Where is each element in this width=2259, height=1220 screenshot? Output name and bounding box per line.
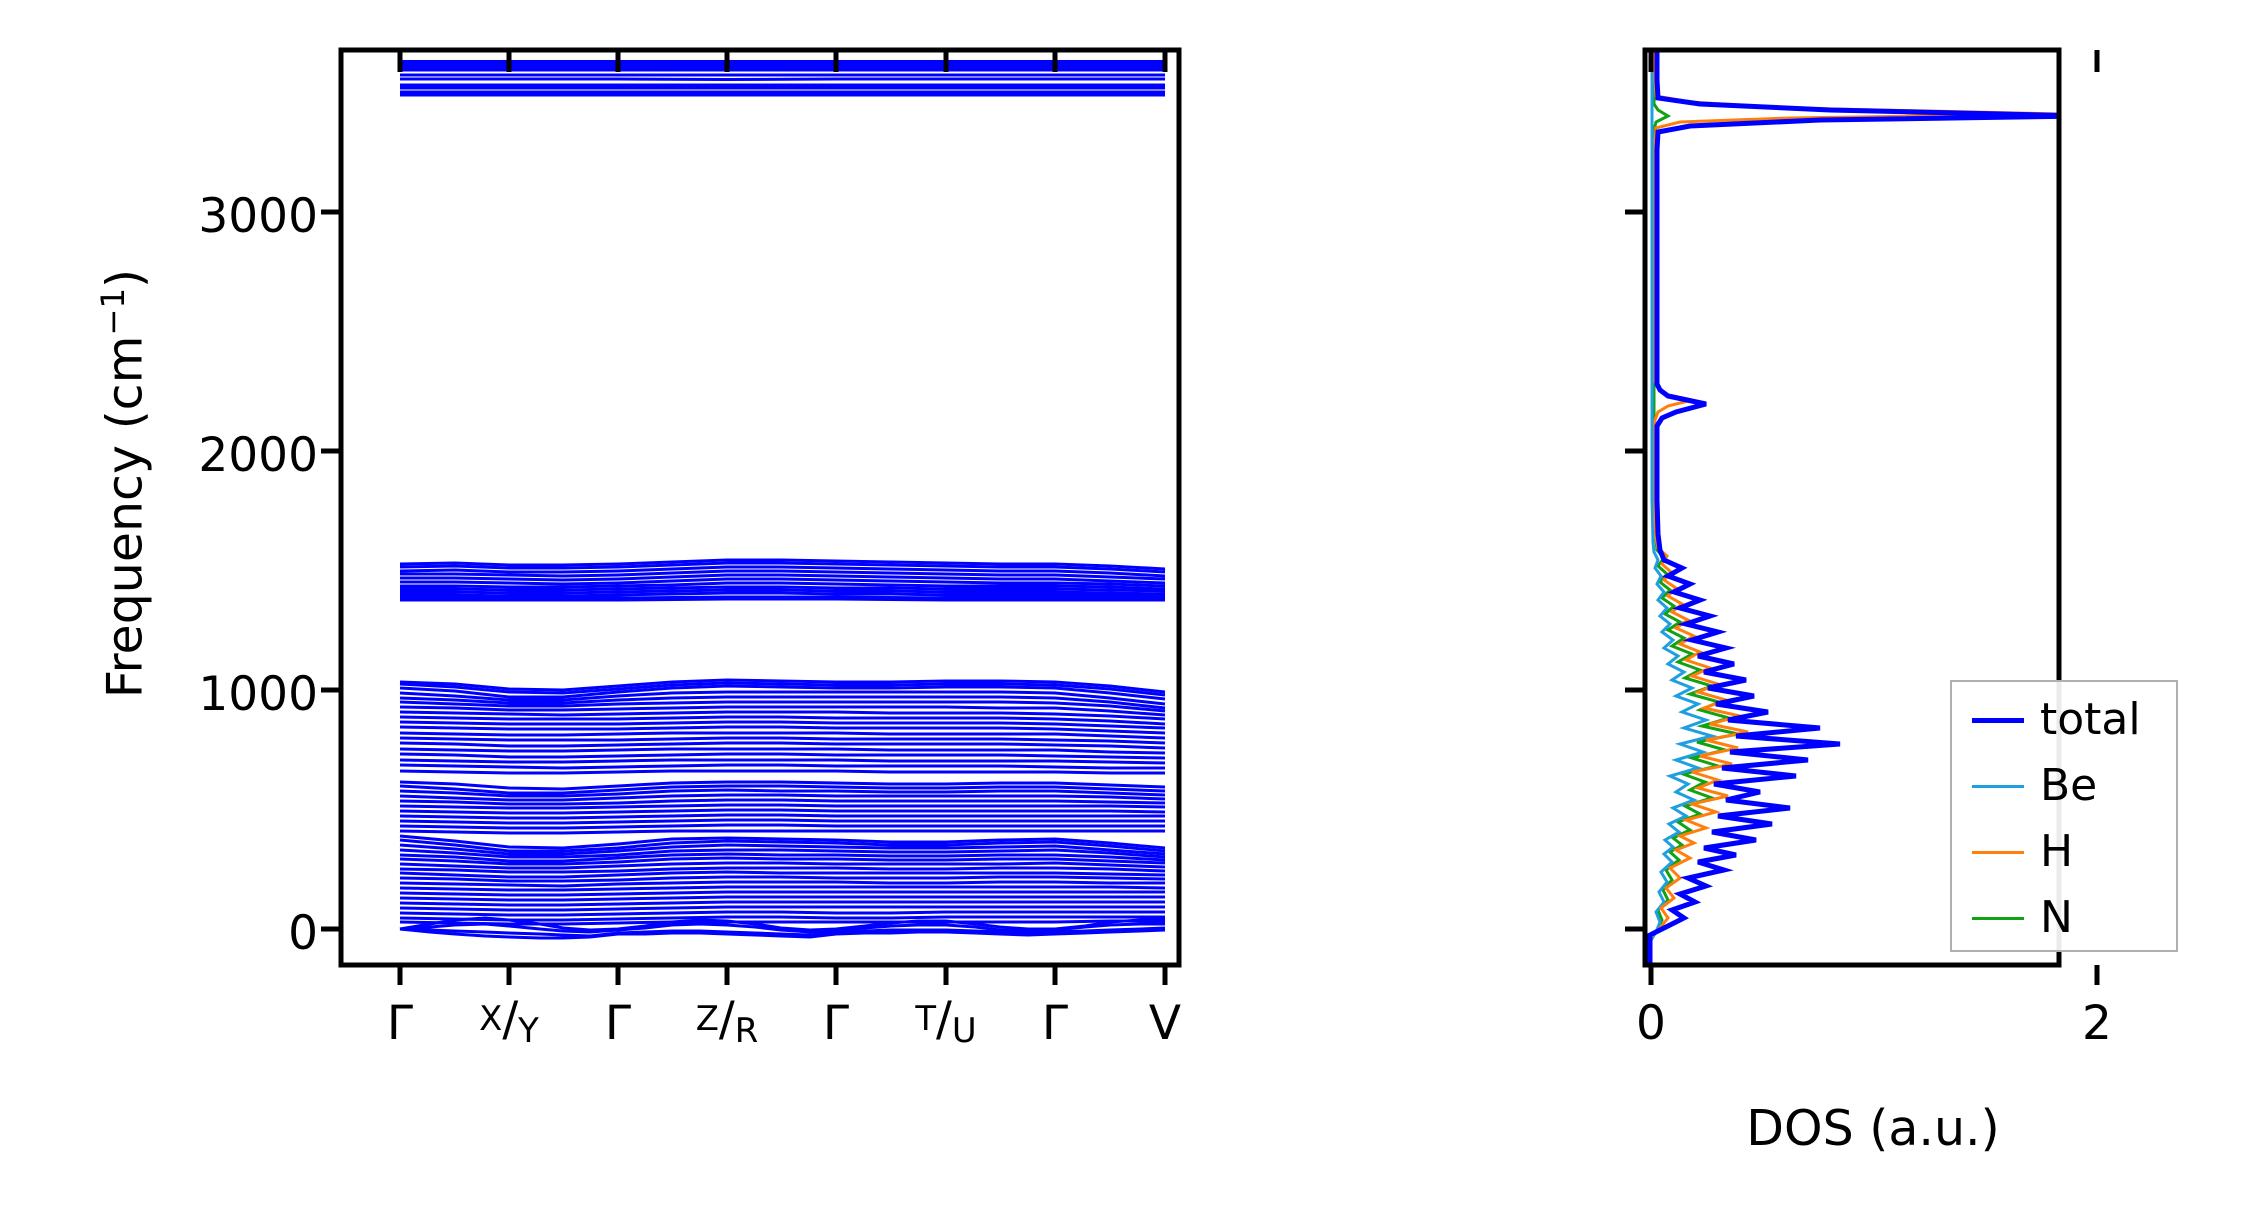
x-tick-numerator-t: T xyxy=(915,998,937,1038)
x-tick-label-gamma-3: Γ xyxy=(823,996,849,1051)
x-tick-label-gamma-1: Γ xyxy=(387,996,413,1051)
dos-y-ticks xyxy=(1625,209,1645,932)
x-tick-text-gamma-1: Γ xyxy=(386,996,414,1051)
dos-curve-total xyxy=(1647,50,2059,965)
dos-tick-label-2: 2 xyxy=(2082,996,2112,1051)
band-structure-panel xyxy=(321,47,1182,985)
y-tick-label-2000: 2000 xyxy=(198,428,318,483)
x-tick-fraction-z-r: Z/R xyxy=(695,996,759,1048)
band-panel-frame xyxy=(338,47,1182,968)
dos-tick-label-0: 0 xyxy=(1636,996,1666,1051)
x-tick-denominator-u: U xyxy=(951,1011,977,1051)
x-tick-text-v: V xyxy=(1148,996,1182,1051)
x-tick-text-gamma-4: Γ xyxy=(1041,996,1069,1051)
legend-label-total: total xyxy=(2040,694,2141,745)
y-tick-label-1000: 1000 xyxy=(198,667,318,722)
x-tick-text-gamma-2: Γ xyxy=(604,996,632,1051)
x-tick-fraction-x-y: X/Y xyxy=(479,996,539,1048)
dos-axis-label: DOS (a.u.) xyxy=(1746,1100,2000,1157)
legend-swatch-be xyxy=(1972,784,2024,788)
dos-curve-N xyxy=(1648,50,1739,965)
x-tick-denominator-y: Y xyxy=(518,1011,539,1051)
legend-label-n: N xyxy=(2040,892,2073,943)
legend-entry-be[interactable]: Be xyxy=(1952,752,2180,820)
x-tick-text-gamma-3: Γ xyxy=(822,996,850,1051)
dos-panel xyxy=(1625,47,2100,985)
x-tick-slash-2: / xyxy=(718,992,735,1047)
x-tick-numerator-z: Z xyxy=(695,998,719,1038)
legend-entry-total[interactable]: total xyxy=(1952,686,2180,754)
band-x-ticks xyxy=(397,50,1168,985)
y-tick-label-3000: 3000 xyxy=(198,189,318,244)
dos-curve-Be xyxy=(1648,50,1718,965)
legend-label-be: Be xyxy=(2040,760,2098,811)
legend-entry-h[interactable]: H xyxy=(1952,818,2180,886)
x-tick-label-x-y: X/Y xyxy=(479,992,539,1048)
x-tick-label-gamma-4: Γ xyxy=(1042,996,1068,1051)
dos-x-ticks xyxy=(1648,50,2100,985)
x-tick-label-z-r: Z/R xyxy=(695,992,759,1048)
band-lines-group xyxy=(399,60,1166,940)
x-tick-denominator-r: R xyxy=(734,1011,759,1051)
legend-label-h: H xyxy=(2040,826,2074,877)
x-tick-fraction-t-u: T/U xyxy=(915,996,976,1048)
x-tick-numerator-x: X xyxy=(479,998,503,1038)
legend-swatch-n xyxy=(1972,916,2024,920)
x-tick-label-gamma-2: Γ xyxy=(605,996,631,1051)
x-tick-label-v: V xyxy=(1149,996,1181,1051)
x-tick-slash-1: / xyxy=(502,992,519,1047)
band-y-ticks xyxy=(321,209,341,932)
y-tick-label-0: 0 xyxy=(288,906,318,961)
dos-panel-frame xyxy=(1642,47,2062,968)
legend-entry-n[interactable]: N xyxy=(1952,884,2180,952)
x-tick-label-t-u: T/U xyxy=(915,992,976,1048)
phonon-band-lines xyxy=(399,60,1166,940)
x-tick-slash-3: / xyxy=(936,992,952,1047)
dos-curves-group xyxy=(1647,50,2059,965)
dos-legend[interactable]: total Be H N xyxy=(1950,680,2178,952)
legend-swatch-total xyxy=(1972,717,2024,723)
legend-swatch-h xyxy=(1972,850,2024,854)
